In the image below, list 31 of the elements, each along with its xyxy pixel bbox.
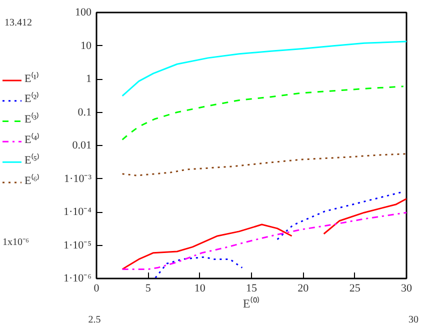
- x-tick-label: 30: [401, 282, 412, 294]
- line-series: [122, 86, 404, 140]
- x-tick-label: 10: [194, 282, 206, 294]
- text: 30: [408, 314, 418, 326]
- x-tick-label: 0: [94, 282, 100, 294]
- x-tick-label: 5: [145, 282, 152, 294]
- legend-label: E⁽²⁾: [24, 92, 39, 106]
- line-series: [122, 153, 406, 176]
- x-tick-label: 20: [298, 282, 310, 294]
- text: 1x10⁻⁶: [2, 236, 30, 248]
- y-tick-label: 0.1: [78, 106, 92, 118]
- line-series: [122, 212, 406, 270]
- y-tick-label: 1: [86, 73, 92, 85]
- y-tick-label: 1·10⁻⁵: [64, 239, 92, 252]
- legend-label: E⁽⁶⁾: [24, 174, 40, 187]
- y-tick-label: 0.01: [72, 140, 92, 152]
- x-axis-title: E⁽⁰⁾: [242, 296, 260, 310]
- y-tick-label: 1·10⁻⁶: [64, 272, 92, 284]
- y-tick-label: 1·10⁻³: [64, 172, 92, 185]
- y-tick-label: 100: [75, 6, 92, 18]
- y-tick-label: 10: [80, 40, 92, 52]
- x-tick-label: 15: [246, 282, 258, 294]
- line-series: [122, 40, 406, 97]
- legend-label: E⁽³⁾: [24, 112, 39, 126]
- y-tick-label: 1·10⁻⁴: [64, 206, 92, 218]
- legend-label: E⁽¹⁾: [24, 72, 39, 85]
- legend-label: E⁽⁴⁾: [24, 132, 40, 146]
- legend-label: E⁽⁵⁾: [24, 153, 40, 166]
- text: 13.412: [4, 17, 32, 28]
- x-tick-label: 25: [349, 282, 361, 294]
- text: 2.5: [88, 314, 101, 326]
